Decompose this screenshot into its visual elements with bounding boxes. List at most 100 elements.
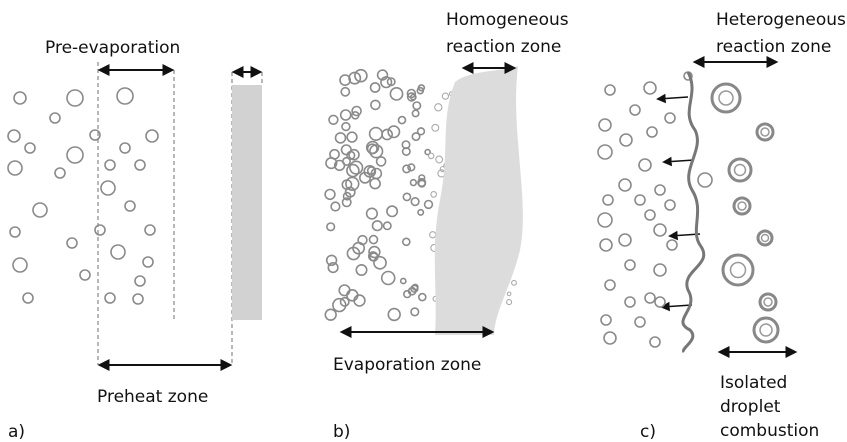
droplet — [419, 294, 426, 301]
droplet — [8, 130, 20, 142]
droplet — [382, 272, 395, 285]
droplet — [625, 260, 635, 270]
droplet — [425, 201, 433, 209]
droplet — [403, 238, 410, 245]
droplet — [654, 264, 666, 276]
droplet — [120, 143, 130, 153]
droplet — [350, 161, 363, 174]
droplet — [382, 129, 392, 139]
droplet — [336, 133, 346, 143]
droplet — [370, 179, 380, 189]
droplet — [665, 200, 675, 210]
label: Pre-evaporation — [45, 38, 180, 58]
droplet — [330, 150, 339, 159]
droplet — [101, 181, 115, 195]
droplet — [667, 240, 677, 250]
flame-front — [683, 72, 704, 352]
droplet — [342, 123, 350, 131]
droplet — [619, 234, 631, 246]
droplet — [399, 117, 406, 124]
droplet — [325, 309, 336, 320]
droplet — [429, 153, 434, 158]
droplet-core — [719, 91, 733, 105]
droplet — [698, 173, 712, 187]
droplet — [655, 185, 665, 195]
droplet — [50, 113, 60, 123]
droplet — [67, 238, 77, 248]
droplet — [356, 265, 366, 275]
droplet — [390, 88, 402, 100]
droplet — [418, 210, 423, 215]
droplet — [605, 280, 615, 290]
droplet — [413, 102, 420, 109]
droplet — [342, 145, 352, 155]
droplet — [408, 164, 415, 171]
droplet — [33, 203, 47, 217]
figure: Pre-evaporation Preheat zone a) Homogene… — [0, 0, 847, 442]
droplet — [432, 124, 439, 131]
droplet — [604, 332, 616, 344]
droplet — [67, 147, 83, 163]
droplet — [373, 221, 383, 231]
droplet — [55, 168, 65, 178]
droplet — [8, 161, 22, 175]
droplet — [374, 257, 386, 269]
droplet — [388, 126, 399, 137]
droplet — [430, 232, 436, 238]
droplet — [143, 257, 153, 267]
panel-b: Homogeneousreaction zone Evaporation zon… — [325, 10, 569, 442]
droplet — [598, 213, 612, 227]
droplet — [605, 85, 615, 95]
droplet — [401, 278, 406, 283]
droplet-core — [738, 202, 746, 210]
droplet — [412, 110, 418, 116]
droplet — [650, 337, 660, 347]
flame-zone — [232, 85, 262, 320]
droplet — [135, 160, 145, 170]
droplet — [601, 315, 611, 325]
droplet — [23, 293, 33, 303]
droplet — [95, 225, 105, 235]
droplet — [105, 160, 115, 170]
arrow — [658, 97, 688, 99]
droplet — [341, 110, 351, 120]
droplet-core — [764, 298, 772, 306]
droplet-core — [761, 128, 769, 136]
droplet — [645, 210, 655, 220]
droplet — [339, 285, 350, 296]
droplet — [645, 293, 655, 303]
droplet — [512, 280, 517, 285]
droplet-core — [762, 235, 769, 242]
label: Homogeneousreaction zone — [446, 10, 569, 57]
droplet — [599, 119, 611, 131]
droplet — [347, 165, 359, 177]
droplet — [347, 132, 357, 142]
panel-c: Heterogeneousreaction zone Isolateddropl… — [598, 10, 846, 442]
droplet — [370, 128, 383, 141]
droplet — [111, 245, 125, 259]
droplet — [145, 225, 155, 235]
droplet — [620, 134, 632, 146]
droplet — [135, 276, 145, 286]
panel-tag: b) — [333, 422, 350, 442]
droplet — [333, 299, 346, 312]
droplet — [600, 239, 612, 251]
droplet — [625, 297, 635, 307]
droplet — [411, 308, 419, 316]
droplet — [329, 115, 338, 124]
droplet — [619, 179, 631, 191]
droplet — [635, 195, 645, 205]
burning-droplet — [734, 198, 750, 214]
droplet — [507, 300, 512, 305]
burning-droplet — [729, 159, 751, 181]
droplet — [371, 83, 380, 92]
droplet — [371, 100, 380, 109]
droplet — [644, 82, 656, 94]
droplet — [403, 193, 410, 200]
droplet — [146, 130, 158, 142]
droplet — [431, 192, 437, 198]
droplet — [654, 224, 666, 236]
droplet — [635, 317, 645, 327]
droplet — [655, 297, 665, 307]
